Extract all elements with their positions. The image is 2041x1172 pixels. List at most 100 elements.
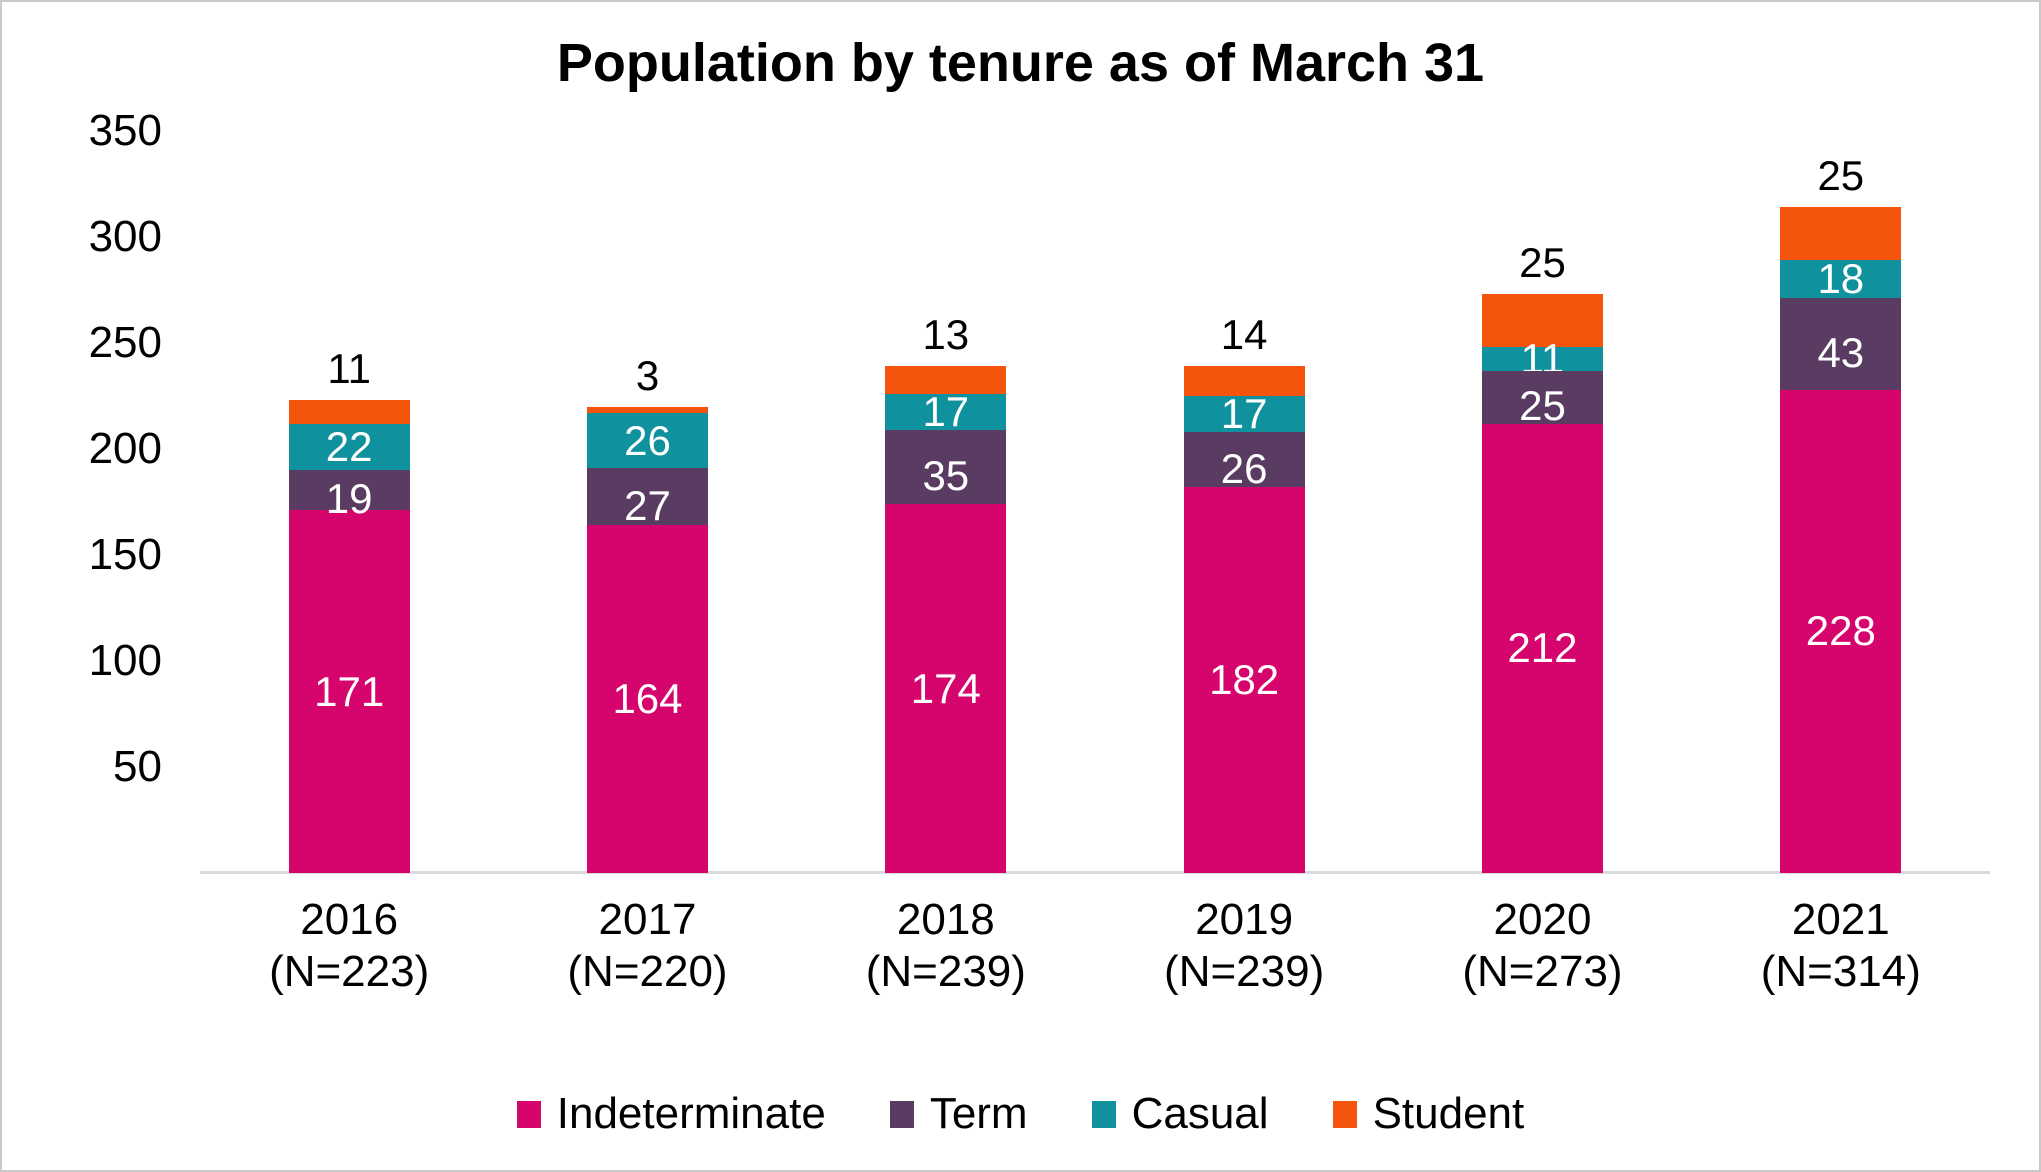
data-label-student-outside: 25: [1817, 152, 1865, 200]
bar-segment-term: 25: [1481, 370, 1603, 428]
y-tick-label: 250: [88, 318, 162, 367]
data-label-student-outside: 13: [922, 311, 970, 359]
x-axis-label-n: (N=220): [567, 947, 728, 996]
bar-segment-student: [1481, 294, 1603, 348]
bar-segment-casual: 17: [885, 389, 1007, 433]
data-label-student-outside: 14: [1220, 311, 1268, 359]
legend-swatch-student: [1332, 1100, 1357, 1128]
x-axis-label-year: 2016: [300, 895, 399, 944]
x-axis-labels: 2016 (N=223) 2017 (N=220) 2018 (N=239) 2019 (N=…: [200, 894, 1990, 998]
bar-segment-term: 19: [288, 470, 410, 521]
data-label-indeterminate: 182: [1209, 656, 1280, 704]
data-label-casual: 22: [325, 422, 373, 470]
plot-area: 11 22 19 171 3 26 27 164 13 17 35 174 14 17 26 182 25 11 2…: [200, 131, 1990, 873]
bar-segment-student: [586, 406, 708, 413]
bar-segment-indeterminate: 171: [288, 510, 410, 873]
y-tick-label: 50: [113, 742, 162, 791]
data-label-indeterminate: 228: [1805, 607, 1876, 655]
data-label-indeterminate: 171: [314, 667, 385, 715]
bar-segment-indeterminate: 182: [1183, 487, 1305, 873]
bar-segment-indeterminate: 164: [586, 525, 708, 873]
bar-segment-student: [1183, 366, 1305, 397]
bar-column-2017: 3 26 27 164: [498, 131, 796, 873]
bar-segment-indeterminate: 212: [1481, 423, 1603, 873]
stacked-bar-2016: 22 19 171: [288, 400, 410, 873]
y-axis: 50 100 150 200 250 300 350: [2, 106, 162, 873]
legend-label-indeterminate: Indeterminate: [556, 1089, 826, 1138]
data-label-term: 43: [1817, 329, 1865, 377]
x-axis-label-2018: 2018 (N=239): [797, 894, 1095, 998]
legend: Indeterminate Term Casual Student: [2, 1088, 2039, 1140]
legend-label-casual: Casual: [1131, 1089, 1269, 1138]
data-label-casual: 17: [1220, 390, 1268, 438]
legend-item-term: Term: [889, 1088, 1028, 1140]
bar-segment-casual: 26: [586, 412, 708, 469]
data-label-casual: 17: [922, 387, 970, 435]
x-axis-label-year: 2017: [598, 895, 697, 944]
x-axis-label-2017: 2017 (N=220): [498, 894, 796, 998]
stacked-bar-2019: 17 26 182: [1183, 366, 1305, 873]
bar-column-2021: 25 18 43 228: [1692, 131, 1990, 873]
x-axis-label-n: (N=273): [1462, 947, 1623, 996]
bar-segment-casual: 18: [1780, 255, 1902, 303]
data-label-student-outside: 25: [1519, 239, 1566, 287]
data-label-student-outside: 3: [635, 351, 660, 399]
bar-column-2019: 14 17 26 182: [1095, 131, 1393, 873]
bar-segment-indeterminate: 174: [885, 504, 1007, 873]
data-label-term: 26: [1220, 444, 1268, 492]
y-tick-label: 200: [88, 424, 162, 473]
data-label-casual: 26: [624, 416, 671, 464]
data-label-student-outside: 11: [327, 345, 371, 393]
legend-swatch-indeterminate: [516, 1100, 541, 1128]
legend-item-casual: Casual: [1091, 1088, 1269, 1140]
x-axis-line: [200, 871, 1990, 874]
data-label-term: 19: [325, 475, 373, 523]
x-axis-label-year: 2019: [1195, 895, 1294, 944]
x-axis-label-2021: 2021 (N=314): [1692, 894, 1990, 998]
bar-column-2020: 25 11 25 212: [1393, 131, 1691, 873]
bar-segment-indeterminate: 228: [1780, 389, 1902, 873]
stacked-bar-2021: 18 43 228: [1780, 207, 1902, 873]
stacked-bar-2017: 26 27 164: [586, 406, 708, 873]
chart-title: Population by tenure as of March 31: [556, 33, 1485, 93]
data-label-indeterminate: 164: [612, 675, 683, 723]
y-tick-label: 350: [88, 106, 162, 155]
legend-label-term: Term: [929, 1089, 1028, 1138]
x-axis-label-n: (N=314): [1760, 947, 1921, 996]
x-axis-label-n: (N=239): [865, 947, 1026, 996]
data-label-casual: 18: [1817, 255, 1865, 303]
data-label-term: 35: [922, 452, 970, 500]
data-label-indeterminate: 174: [910, 664, 981, 712]
stacked-bar-2018: 17 35 174: [885, 366, 1007, 873]
x-axis-label-year: 2018: [896, 895, 995, 944]
x-axis-label-2016: 2016 (N=223): [200, 894, 498, 998]
y-tick-label: 300: [88, 212, 162, 261]
bar-segment-student: [1780, 207, 1902, 261]
legend-swatch-casual: [1091, 1100, 1116, 1128]
x-axis-label-2019: 2019 (N=239): [1095, 894, 1393, 998]
x-axis-label-year: 2020: [1493, 895, 1592, 944]
legend-swatch-term: [889, 1100, 914, 1128]
legend-label-student: Student: [1372, 1089, 1525, 1138]
y-tick-label: 150: [88, 530, 162, 579]
x-axis-label-n: (N=239): [1164, 947, 1325, 996]
data-label-indeterminate: 212: [1507, 624, 1578, 672]
x-axis-label-n: (N=223): [269, 947, 430, 996]
bar-segment-student: [885, 366, 1007, 394]
stacked-bar-2020: 11 25 212: [1481, 294, 1603, 873]
bar-column-2018: 13 17 35 174: [797, 131, 1095, 873]
bar-segment-term: 27: [586, 468, 708, 529]
bar-column-2016: 11 22 19 171: [200, 131, 498, 873]
x-axis-label-year: 2021: [1791, 895, 1890, 944]
data-label-term: 27: [624, 481, 671, 529]
x-axis-label-2020: 2020 (N=273): [1393, 894, 1691, 998]
bar-segment-casual: 17: [1183, 392, 1305, 436]
bar-segment-term: 26: [1183, 432, 1305, 490]
legend-item-indeterminate: Indeterminate: [516, 1088, 826, 1140]
bar-segment-term: 43: [1780, 298, 1902, 390]
bar-segment-student: [288, 400, 410, 424]
y-tick-label: 100: [88, 636, 162, 685]
legend-item-student: Student: [1332, 1088, 1525, 1140]
bar-segment-casual: 22: [288, 422, 410, 471]
